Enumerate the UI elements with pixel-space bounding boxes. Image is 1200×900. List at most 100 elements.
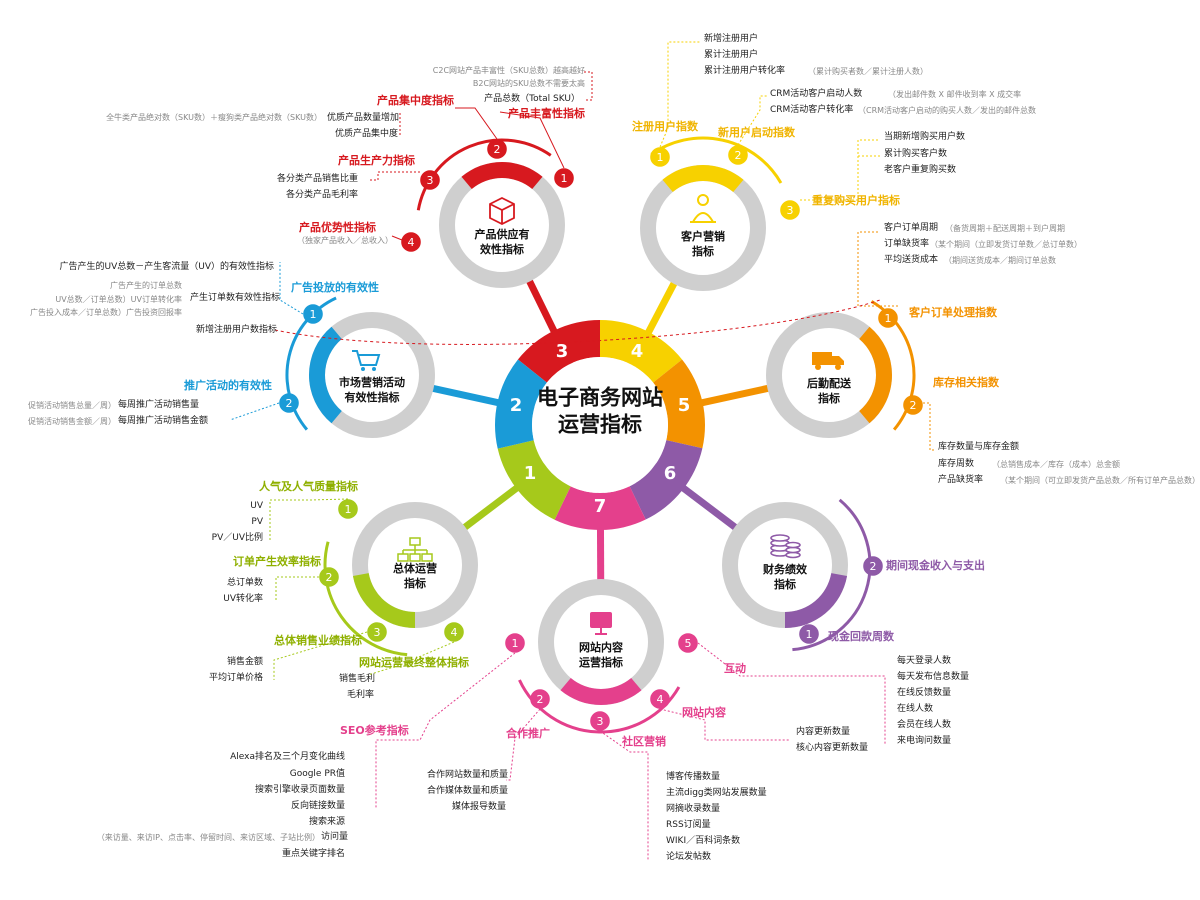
content-cat1-item: 搜索引擎收录页面数量 — [254, 785, 345, 795]
marketing-node-1-circle — [303, 304, 323, 324]
customer-cat3-item: 当期新增购买用户数 — [884, 132, 966, 142]
hub-marketing-line2: 有效性指标 — [344, 391, 400, 404]
marketing-cat2-item: 每周推广活动销售量 — [118, 400, 200, 410]
content-node-5-circle — [678, 633, 698, 653]
supply-cat4: 产品优势性指标 — [299, 221, 376, 234]
hub-logistics-title: 后勤配送 指标 — [807, 377, 851, 407]
customer-cat2-note: （发出邮件数 X 邮件收到率 X 成交率 — [888, 90, 1022, 99]
logistics-cat2-item: 库存周数 — [938, 459, 975, 469]
org-chart-icon — [409, 553, 421, 562]
hub-content-title: 网站内容 运营指标 — [579, 641, 623, 671]
content-cat1-note: （来访量、来访IP、点击率、停留时间、来访区域、子站比例） — [96, 833, 320, 842]
content-cat3-item: WIKI／百科词条数 — [666, 836, 741, 846]
hub-logistics-line1: 后勤配送 — [807, 377, 851, 391]
segment-number-6: 6 — [663, 463, 677, 484]
coins-icon — [770, 534, 790, 542]
supply-cat1-item: C2C网站产品丰富性（SKU总数）越高越好 — [432, 66, 585, 75]
truck-icon — [835, 364, 841, 370]
segment-number-4: 4 — [630, 341, 644, 362]
supply-cat3-item: 各分类产品毛利率 — [285, 190, 358, 200]
customer-cat3-item: 累计购买客户数 — [884, 149, 948, 159]
content-node-3-circle — [590, 711, 610, 731]
cart-icon — [372, 367, 376, 371]
logistics-cat1-note: （某个期间（立即发货订单数／总订单数） — [930, 240, 1082, 249]
content-cat5-item: 会员在线人数 — [897, 720, 952, 730]
hub-operations-line2: 指标 — [404, 577, 426, 590]
supply-cat2-item: 优质产品集中度 — [335, 129, 399, 139]
center-title-line1: 电子商务网站 — [537, 385, 663, 410]
center-segment-1 — [497, 440, 571, 520]
content-bracket — [375, 652, 516, 808]
content-node-1-circle — [505, 633, 525, 653]
operations-cat4-item: 毛利率 — [347, 690, 375, 700]
content-cat1-item: 重点关键字排名 — [281, 849, 345, 859]
segment-number-1: 1 — [523, 463, 537, 484]
logistics-cat2-item: 产品缺货率 — [938, 475, 984, 485]
customer-node-2-circle — [728, 145, 748, 165]
operations-cat1-item: UV — [250, 501, 263, 511]
customer-cat2-item: CRM活动客户转化率 — [770, 105, 854, 115]
content-cat1: SEO参考指标 — [340, 724, 409, 737]
logistics-cat1-item: 订单缺货率 — [884, 239, 930, 249]
content-node-5-number: 5 — [685, 637, 692, 650]
content-cat5: 互动 — [724, 662, 746, 675]
supply-bracket — [584, 71, 593, 101]
content-cat3: 社区营销 — [622, 735, 666, 748]
content-hub-accent — [560, 678, 642, 705]
content-node-4-number: 4 — [657, 693, 664, 706]
operations-cat2-item: UV转化率 — [223, 594, 263, 604]
hub-supply-title: 产品供应有 效性指标 — [475, 228, 530, 258]
truck-icon — [832, 356, 844, 365]
hub-customer-line2: 指标 — [692, 245, 714, 258]
hub-supply-line1: 产品供应有 — [474, 228, 530, 242]
logistics-node-1-number: 1 — [885, 312, 892, 325]
content-cat5-item: 在线人数 — [897, 704, 934, 714]
logistics-cat2-note: （某个期间（可立即发货产品总数／所有订单产品总数） — [1000, 476, 1200, 485]
operations-cat1-item: PV／UV比例 — [211, 533, 263, 543]
center-segment-7 — [554, 486, 646, 531]
finance-hub-accent — [785, 573, 848, 628]
supply-bracket — [370, 171, 420, 181]
cart-icon — [352, 350, 381, 366]
hub-finance-line2: 指标 — [774, 578, 796, 591]
hub-operations-line1: 总体运营 — [393, 562, 437, 576]
monitor-icon — [595, 628, 607, 635]
customer-hub-accent — [662, 165, 744, 192]
marketing-hub-accent — [309, 326, 342, 424]
supply-node-1-circle — [554, 168, 574, 188]
truck-icon — [815, 364, 821, 370]
operations-node-4-circle — [444, 622, 464, 642]
logistics-cat2: 库存相关指数 — [933, 376, 999, 389]
content-cat1-item: Google PR值 — [289, 769, 345, 779]
finance-cat2: 期间现金收入与支出 — [886, 559, 985, 572]
operations-bracket — [367, 641, 455, 676]
hub-marketing-title: 市场营销活动 有效性指标 — [339, 376, 405, 406]
content-bracket — [659, 708, 790, 741]
finance-cat1: 现金回款周数 — [828, 630, 894, 643]
operations-node-2-circle — [319, 567, 339, 587]
marketing-node-2-circle — [279, 393, 299, 413]
customer-cat1-item: 新增注册用户 — [704, 34, 759, 44]
hub-content-line1: 网站内容 — [579, 641, 623, 655]
customer-arc — [650, 136, 783, 184]
center-segment-5 — [653, 359, 705, 449]
supply-node-1-number: 1 — [561, 172, 568, 185]
content-cat4-item: 核心内容更新数量 — [796, 743, 869, 753]
operations-arc — [323, 541, 408, 657]
operations-node-1-circle — [338, 499, 358, 519]
supply-hub-accent — [461, 162, 543, 189]
logistics-cat1-item: 客户订单周期 — [884, 223, 939, 233]
supply-cat2: 产品集中度指标 — [377, 94, 454, 107]
operations-cat4: 网站运营最终整体指标 — [359, 656, 469, 669]
marketing-cat1-item: 新增注册用户数指标 — [196, 325, 278, 335]
person-icon — [697, 194, 709, 206]
operations-node-4-number: 4 — [451, 626, 458, 639]
customer-cat1-item: 累计注册用户 — [704, 50, 759, 60]
content-node-1-number: 1 — [512, 637, 519, 650]
content-cat1-item: 访问量 — [321, 832, 349, 842]
logistics-cat1-item: 平均送货成本 — [884, 255, 939, 265]
logistics-node-2-circle — [903, 395, 923, 415]
center-title-line2: 运营指标 — [558, 413, 642, 437]
content-cat2-item: 合作媒体数量和质量 — [427, 786, 509, 796]
